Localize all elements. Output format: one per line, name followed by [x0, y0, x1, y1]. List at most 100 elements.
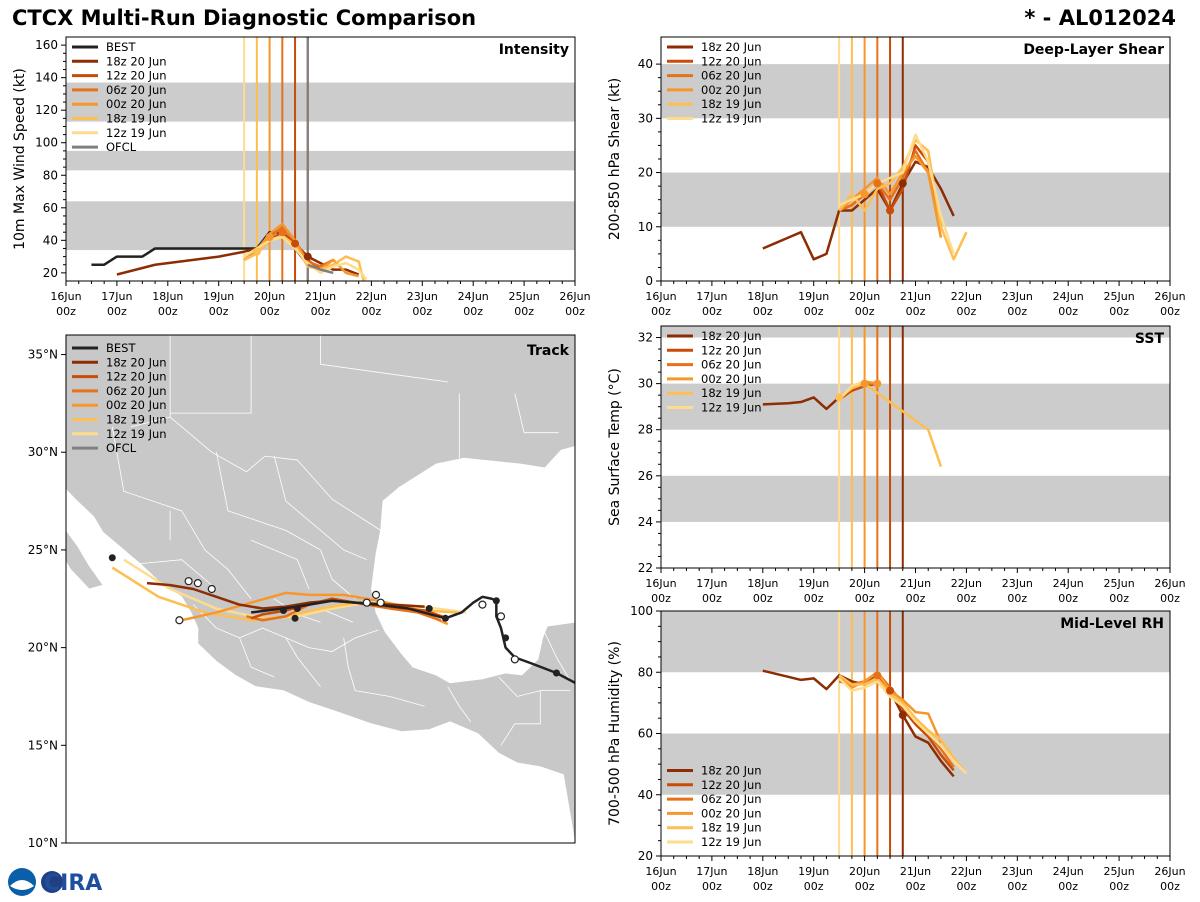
- x-tick-hour: 00z: [1007, 592, 1027, 603]
- boundary-line: [139, 559, 217, 590]
- x-tick-hour: 00z: [651, 305, 671, 318]
- x-tick-hour: 00z: [702, 305, 722, 318]
- x-tick-day: 17Jun: [101, 290, 132, 303]
- x-tick-day: 16Jun: [645, 577, 676, 590]
- map-frame: [65, 334, 576, 844]
- y-tick-label: 60: [43, 201, 58, 215]
- series-marker: [873, 179, 882, 188]
- legend-label: 18z 19 Jun: [701, 821, 762, 835]
- legend-label: 18z 20 Jun: [701, 40, 762, 54]
- legend-label: 00z 20 Jun: [701, 372, 762, 386]
- track-point-filled: [108, 554, 116, 562]
- y-tick-label: 28: [638, 423, 653, 437]
- panel-title: Deep-Layer Shear: [1023, 42, 1164, 58]
- x-tick-day: 17Jun: [696, 290, 727, 303]
- legend-label: 06z 20 Jun: [701, 792, 762, 806]
- boundary-line: [320, 335, 448, 383]
- cira-logo: CIRA: [4, 866, 114, 898]
- y-tick-label: 20: [638, 849, 653, 863]
- legend-label: 06z 20 Jun: [701, 358, 762, 372]
- x-tick-day: 16Jun: [50, 290, 81, 303]
- x-tick-hour: 00z: [753, 305, 773, 318]
- shaded-band: [66, 82, 575, 122]
- boundary-line: [111, 426, 252, 600]
- x-tick-day: 21Jun: [900, 865, 931, 878]
- track-point-filled: [293, 605, 301, 613]
- x-tick-day: 25Jun: [1104, 577, 1135, 590]
- shaded-band: [661, 64, 1170, 119]
- series-marker: [291, 239, 300, 248]
- boundary-line: [542, 627, 571, 682]
- x-tick-hour: 00z: [702, 880, 722, 893]
- x-tick-hour: 00z: [1160, 592, 1180, 603]
- track-point-open: [184, 577, 193, 586]
- y-tick-label: 80: [638, 665, 653, 679]
- series-line: [91, 230, 309, 266]
- series-marker: [873, 671, 882, 680]
- baja-peninsula: [66, 529, 104, 590]
- x-tick-hour: 00z: [1160, 305, 1180, 318]
- intensity-chart: 20 40 60 80 100 120 140 160 16Jun 00z 17Jun 00z 18Ju…: [12, 36, 591, 318]
- x-tick-hour: 00z: [514, 305, 534, 318]
- y-tick-label: 30: [638, 377, 653, 391]
- x-tick-day: 18Jun: [747, 290, 778, 303]
- x-tick-day: 20Jun: [849, 577, 880, 590]
- lat-tick-label: 15°N: [28, 738, 58, 752]
- legend-label: 12z 20 Jun: [106, 69, 167, 83]
- track-point-filled: [279, 606, 287, 614]
- x-tick-hour: 00z: [906, 305, 926, 318]
- legend-label: 00z 20 Jun: [106, 398, 167, 412]
- x-tick-hour: 00z: [1007, 880, 1027, 893]
- legend-label: 18z 19 Jun: [106, 413, 167, 427]
- x-tick-hour: 00z: [651, 880, 671, 893]
- x-tick-hour: 00z: [1109, 880, 1129, 893]
- x-tick-hour: 00z: [1109, 592, 1129, 603]
- x-tick-day: 22Jun: [356, 290, 387, 303]
- x-tick-day: 23Jun: [1002, 865, 1033, 878]
- series-marker: [303, 252, 312, 261]
- legend-label: 06z 20 Jun: [106, 83, 167, 97]
- y-tick-label: 30: [638, 111, 653, 125]
- plot-area: [661, 326, 1170, 568]
- y-tick-label: 20: [43, 266, 58, 280]
- boundary-line: [285, 637, 321, 687]
- legend-label: 12z 20 Jun: [106, 370, 167, 384]
- x-tick-day: 24Jun: [1053, 865, 1084, 878]
- x-tick-hour: 00z: [565, 305, 585, 318]
- legend-label: 12z 19 Jun: [106, 427, 167, 441]
- map-area: [66, 335, 575, 843]
- legend-label: 18z 20 Jun: [701, 764, 762, 778]
- x-tick-day: 21Jun: [305, 290, 336, 303]
- series-line: [838, 380, 866, 401]
- panel-title: Track: [527, 343, 570, 359]
- y-axis-label: 200-850 hPa Shear (kt): [607, 78, 623, 240]
- x-tick-day: 26Jun: [1154, 577, 1185, 590]
- series-line: [243, 234, 365, 281]
- x-tick-day: 16Jun: [645, 865, 676, 878]
- storm-id: * - AL012024: [1024, 6, 1176, 30]
- legend-label: 12z 19 Jun: [106, 126, 167, 140]
- x-tick-day: 26Jun: [1154, 290, 1185, 303]
- sst-chart: 22 24 26 28 30 32 16Jun 00z 17Jun 00z 18Jun 00z 19Ju…: [607, 325, 1186, 603]
- y-tick-label: 40: [638, 788, 653, 802]
- x-tick-hour: 00z: [260, 305, 280, 318]
- x-tick-day: 23Jun: [1002, 290, 1033, 303]
- x-tick-day: 19Jun: [203, 290, 234, 303]
- track-point-filled: [502, 634, 510, 642]
- series-marker: [860, 190, 869, 199]
- legend-label: 18z 19 Jun: [701, 97, 762, 111]
- x-tick-day: 26Jun: [559, 290, 590, 303]
- x-tick-day: 24Jun: [458, 290, 489, 303]
- legend-label: 18z 20 Jun: [106, 54, 167, 68]
- x-tick-hour: 00z: [957, 592, 977, 603]
- y-tick-label: 80: [43, 168, 58, 182]
- track-point-open: [362, 598, 371, 607]
- legend-label: OFCL: [106, 140, 137, 154]
- track-point-open: [376, 598, 385, 607]
- x-tick-day: 21Jun: [900, 577, 931, 590]
- shaded-band: [66, 201, 575, 251]
- series-marker: [886, 686, 895, 695]
- legend-label: 18z 20 Jun: [106, 355, 167, 369]
- x-tick-hour: 00z: [412, 305, 432, 318]
